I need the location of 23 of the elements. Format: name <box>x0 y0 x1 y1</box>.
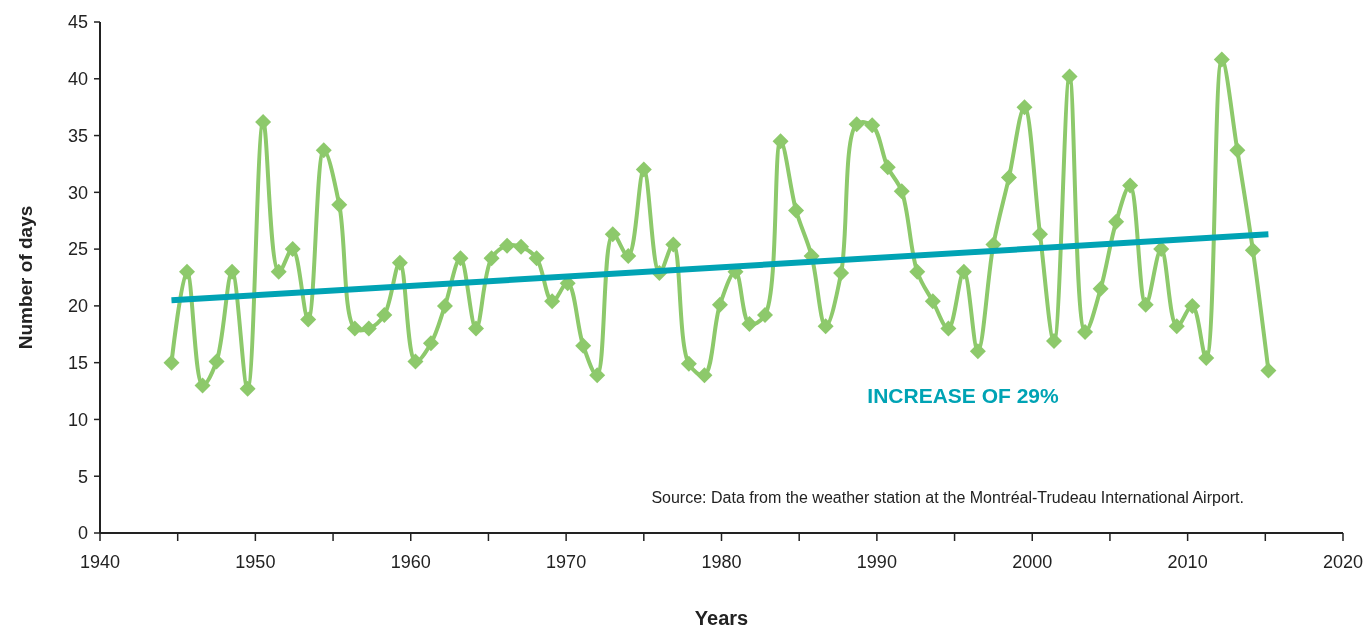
y-tick-label: 5 <box>77 466 88 487</box>
annotation: Source: Data from the weather station at the Montréal-Trudeau International Airport. <box>651 489 1244 506</box>
y-tick-label: 15 <box>67 352 88 373</box>
x-tick-label: 2010 <box>1167 552 1208 572</box>
y-tick-label: 25 <box>67 239 88 260</box>
x-tick-label: 1950 <box>235 552 276 572</box>
annotation: INCREASE OF 29% <box>867 384 1060 407</box>
x-tick-label: 1980 <box>701 552 742 572</box>
x-tick-label: 1970 <box>546 552 587 572</box>
y-tick-label: 45 <box>67 12 88 33</box>
x-tick-label: 1940 <box>79 552 121 572</box>
y-tick-label: 20 <box>67 296 88 317</box>
y-tick-label: 40 <box>67 69 88 90</box>
y-tick-label: 10 <box>67 409 88 430</box>
x-axis-title: Years <box>694 607 749 629</box>
y-tick-label: 35 <box>67 125 88 146</box>
x-tick-label: 2000 <box>1012 552 1053 572</box>
x-tick-label: 1990 <box>856 552 897 572</box>
x-tick-label: 2020 <box>1322 552 1364 572</box>
x-tick-label: 1960 <box>390 552 431 572</box>
y-tick-label: 30 <box>67 182 88 203</box>
y-axis-title: Number of days <box>15 205 36 350</box>
y-tick-label: 0 <box>77 523 88 544</box>
